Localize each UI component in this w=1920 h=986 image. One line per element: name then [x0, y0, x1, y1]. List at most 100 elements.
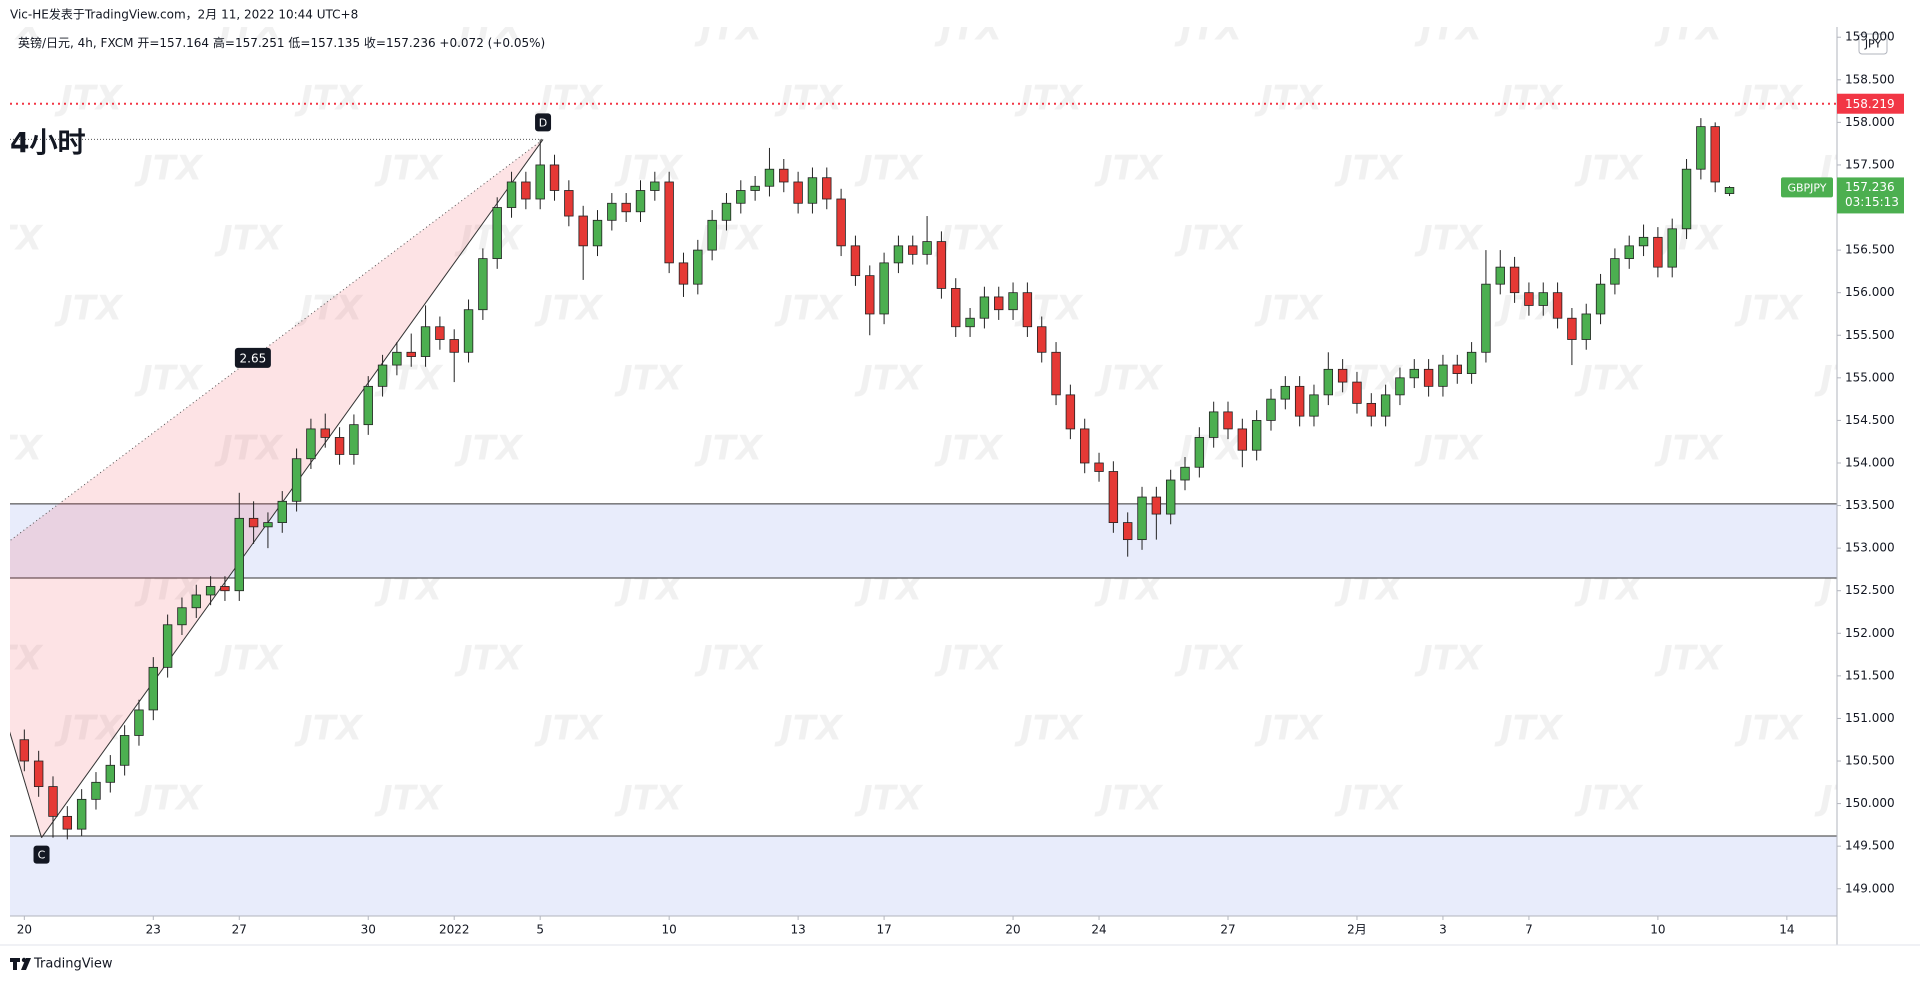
watermark: JTX — [934, 9, 1004, 49]
watermark: JTX — [214, 9, 284, 49]
candle-body — [363, 385, 373, 426]
last-price: 157.236 — [1845, 180, 1895, 194]
currency-badge[interactable] — [1858, 33, 1888, 55]
candle-body — [478, 258, 488, 311]
candle-body — [908, 245, 918, 255]
watermark: JTX — [1014, 79, 1084, 119]
candle-body — [1251, 420, 1262, 451]
watermark: JTX — [1334, 779, 1404, 819]
watermark: JTX — [1814, 779, 1884, 819]
candle-body — [234, 517, 244, 592]
watermark: JTX — [854, 779, 924, 819]
ratio-label: 2.65 — [240, 351, 267, 365]
last-price-box — [1837, 177, 1904, 214]
y-tick-label: 150.000 — [1845, 796, 1895, 810]
y-tick-label: 153.500 — [1845, 498, 1895, 512]
watermark: JTX — [854, 149, 924, 189]
watermark: JTX — [694, 219, 764, 259]
candle-body — [1567, 317, 1577, 340]
watermark: JTX — [294, 79, 364, 119]
watermark: JTX — [694, 639, 764, 679]
candle-body — [979, 296, 990, 319]
candle-body — [463, 309, 474, 353]
watermark: JTX — [694, 9, 764, 49]
candle-body — [936, 241, 947, 289]
watermark: JTX — [1414, 219, 1484, 259]
watermark: JTX — [1254, 289, 1324, 329]
watermark: JTX — [854, 359, 924, 399]
y-tick-label: 153.000 — [1845, 541, 1895, 555]
candle-body — [1122, 522, 1133, 541]
candle-body — [850, 245, 861, 277]
y-tick-label: 156.000 — [1845, 285, 1895, 299]
x-tick-label: 2022 — [439, 923, 470, 937]
watermark: JTX — [1414, 9, 1484, 49]
watermark: JTX — [1174, 219, 1244, 259]
watermark: JTX — [1734, 79, 1804, 119]
x-tick-label: 27 — [1220, 923, 1235, 937]
pattern-point-box — [33, 845, 50, 864]
candle-body — [1524, 292, 1534, 306]
x-tick-label: 13 — [790, 923, 805, 937]
currency: JPY — [1864, 38, 1882, 51]
candle-body — [635, 190, 646, 213]
candle-body — [1681, 168, 1692, 230]
y-tick-label: 154.000 — [1845, 455, 1895, 469]
candle-body — [191, 594, 201, 609]
x-tick-label: 5 — [536, 923, 544, 937]
candle-body — [1165, 479, 1176, 515]
watermark: JTX — [774, 289, 844, 329]
x-tick-label: 30 — [361, 923, 376, 937]
candle-body — [1352, 381, 1362, 404]
candle-body — [592, 219, 603, 247]
watermark: JTX — [1414, 639, 1484, 679]
candle-body — [1037, 326, 1047, 353]
candle-body — [1008, 292, 1018, 311]
watermark: JTX — [1654, 9, 1724, 49]
candle-body — [1667, 228, 1677, 268]
byline: Vic-HE发表于TradingView.com，2月 11, 2022 10:… — [10, 7, 358, 22]
watermark: JTX — [614, 359, 684, 399]
candle-body — [549, 164, 560, 191]
legend: 英镑/日元, 4h, FXCM 开=157.164 高=157.251 低=15… — [18, 35, 545, 50]
candle-body — [764, 168, 775, 187]
watermark: JTX — [1254, 79, 1324, 119]
ticker-box — [1781, 177, 1833, 198]
ohlc-value: 157.236 — [386, 36, 436, 50]
x-tick-label: 24 — [1091, 923, 1106, 937]
candle-body — [879, 262, 889, 315]
candle-body — [535, 164, 545, 200]
watermark: JTX — [534, 79, 604, 119]
candle-body — [1538, 292, 1548, 306]
candle-body — [62, 815, 73, 830]
candle-body — [334, 437, 345, 455]
y-tick-label: 157.500 — [1845, 157, 1895, 171]
candle-body — [306, 428, 316, 460]
alert-price-box — [1837, 93, 1904, 114]
candle-body — [807, 177, 818, 204]
candle-body — [1481, 283, 1491, 353]
candle-body — [91, 781, 101, 800]
watermark: JTX — [774, 709, 844, 749]
candle-body — [1581, 313, 1591, 340]
watermark: JTX — [1094, 149, 1164, 189]
candle-body — [435, 326, 445, 340]
candle-body — [1438, 364, 1448, 387]
y-tick-label: 152.000 — [1845, 626, 1895, 640]
candle-body — [1294, 385, 1305, 417]
candle-body — [750, 185, 760, 191]
candle-body — [277, 500, 287, 523]
candle-body — [1653, 236, 1663, 268]
candle-body — [1595, 283, 1606, 315]
overlay: C D 2.65 — [33, 113, 552, 864]
candle-body — [1108, 471, 1119, 523]
watermark: JTX — [1494, 79, 1564, 119]
ratio-box — [234, 347, 271, 368]
watermark: JTX — [0, 429, 44, 469]
watermark: JTX — [0, 9, 44, 49]
watermark: JTX — [1334, 149, 1404, 189]
candle-body — [1137, 496, 1147, 541]
watermark: JTX — [1734, 709, 1804, 749]
candle-body — [248, 517, 259, 528]
candle-body — [564, 190, 574, 217]
